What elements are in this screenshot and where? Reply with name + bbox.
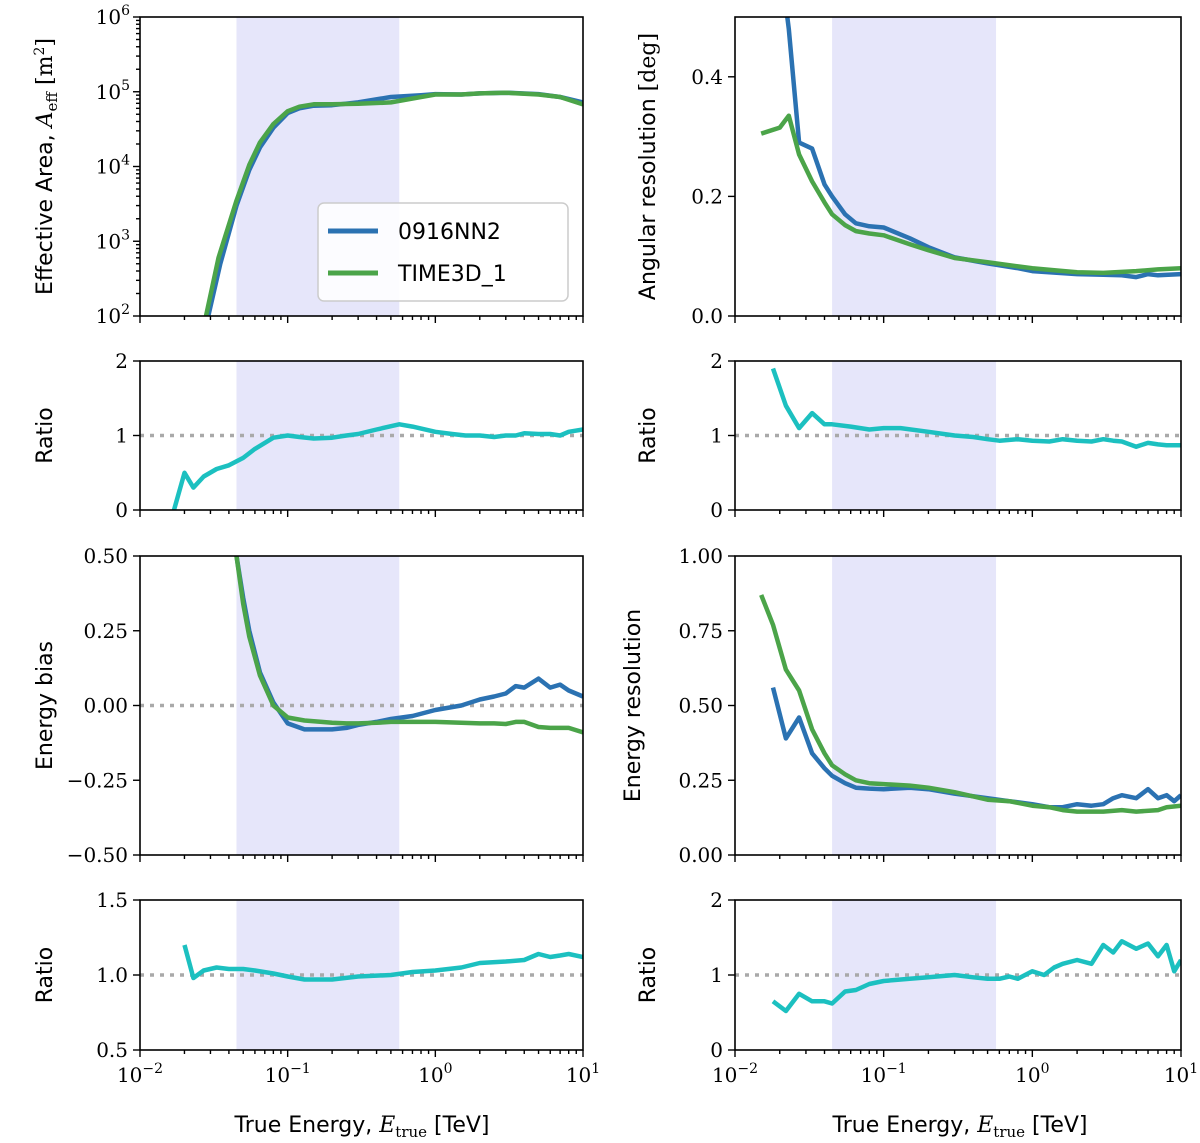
series-line-ratio xyxy=(771,939,1181,1014)
x-tick-label: 101 xyxy=(1164,1061,1198,1087)
panel-energy-resolution: 0.00 0.25 0.50 0.75 1.00 Energy resolution xyxy=(621,544,1182,867)
y-tick-label: 0.0 xyxy=(691,304,723,328)
series-line-time3d-1 xyxy=(760,113,1181,276)
x-tick-label: 100 xyxy=(418,1061,452,1087)
x-tick-label: 10−2 xyxy=(117,1061,163,1087)
x-tick-label: 10−1 xyxy=(265,1061,311,1087)
x-tick-label: 10−2 xyxy=(712,1061,758,1087)
y-tick-label: 102 xyxy=(96,302,130,328)
panel-effective-area-ratio: 0 1 2 Ratio xyxy=(33,349,584,522)
y-tick-label: 1.5 xyxy=(96,888,128,912)
y-tick-label: 0 xyxy=(710,1038,723,1062)
y-tick-label: −0.25 xyxy=(67,768,128,792)
series-line-ratio xyxy=(770,367,1181,449)
legend: 0916NN2 TIME3D_1 xyxy=(317,202,569,302)
y-tick-label: 1.00 xyxy=(678,544,723,568)
y-axis-title: Angular resolution [deg] xyxy=(636,33,661,300)
y-tick-label: 2 xyxy=(710,888,723,912)
series-line-ratio xyxy=(182,944,583,982)
y-tick-label: 2 xyxy=(115,349,128,373)
y-tick-label: 105 xyxy=(96,78,130,104)
y-tick-label: 103 xyxy=(96,227,130,253)
x-tick-label: 100 xyxy=(1015,1061,1049,1087)
y-tick-label: 0.00 xyxy=(678,843,723,867)
y-tick-label: 0.50 xyxy=(83,544,128,568)
y-tick-label: 1 xyxy=(115,424,128,448)
series-line-time3d-1 xyxy=(234,556,583,735)
y-axis-title: Ratio xyxy=(636,947,661,1003)
y-tick-label: 0.25 xyxy=(678,768,723,792)
axes-frame xyxy=(734,16,1182,317)
shaded-band xyxy=(832,556,997,855)
y-tick-label: 1 xyxy=(710,424,723,448)
panel-energy-bias-ratio: 10−2 10−1 100 101 0.5 1.0 1.5 Ratio xyxy=(33,888,600,1087)
y-tick-label: 0.5 xyxy=(96,1038,128,1062)
x-tick-label: 101 xyxy=(566,1061,600,1087)
panel-energy-bias: −0.50 −0.25 0.00 0.25 0.50 Energy bias xyxy=(33,544,584,867)
y-tick-label: 0.50 xyxy=(678,694,723,718)
y-tick-label: 0.00 xyxy=(83,694,128,718)
x-axis-labels: True Energy, Etrue [TeV] True Energy, Et… xyxy=(234,1113,1088,1141)
legend-label-0916nn2: 0916NN2 xyxy=(398,220,501,245)
y-tick-label: 0.2 xyxy=(691,184,723,208)
panel-angular-resolution-ratio: 0 1 2 Ratio xyxy=(636,349,1182,522)
y-axis-title: Ratio xyxy=(33,407,58,463)
y-axis-title: Ratio xyxy=(33,947,58,1003)
y-tick-label: 1 xyxy=(710,963,723,987)
y-tick-label: 1.0 xyxy=(96,963,128,987)
y-axis-title: Energy resolution xyxy=(621,609,646,802)
x-axis-title-right: True Energy, Etrue [TeV] xyxy=(832,1113,1088,1141)
y-tick-label: 104 xyxy=(96,153,130,179)
series-line-time3d-1 xyxy=(203,90,583,316)
x-tick-label: 10−1 xyxy=(861,1061,907,1087)
legend-label-time3d-1: TIME3D_1 xyxy=(397,262,507,287)
series-line-ratio xyxy=(171,422,583,510)
y-axis-title: Energy bias xyxy=(33,641,58,770)
y-axis-title: Ratio xyxy=(636,407,661,463)
y-tick-label: 2 xyxy=(710,349,723,373)
y-tick-label: 0 xyxy=(710,498,723,522)
y-tick-label: −0.50 xyxy=(67,843,128,867)
series-line-time3d-1 xyxy=(759,594,1181,814)
shaded-band xyxy=(832,17,997,316)
legend-frame xyxy=(317,202,569,302)
y-tick-label: 0 xyxy=(115,498,128,522)
y-tick-label: 0.25 xyxy=(83,619,128,643)
y-tick-label: 0.4 xyxy=(691,65,723,89)
y-tick-label: 106 xyxy=(96,3,130,29)
y-axis-title: Effective Area, Aeff [m2] xyxy=(32,38,61,295)
panel-angular-resolution: 0.0 0.2 0.4 Angular resolution [deg] xyxy=(636,16,1182,328)
y-tick-label: 0.75 xyxy=(678,619,723,643)
x-axis-title-left: True Energy, Etrue [TeV] xyxy=(234,1113,490,1141)
